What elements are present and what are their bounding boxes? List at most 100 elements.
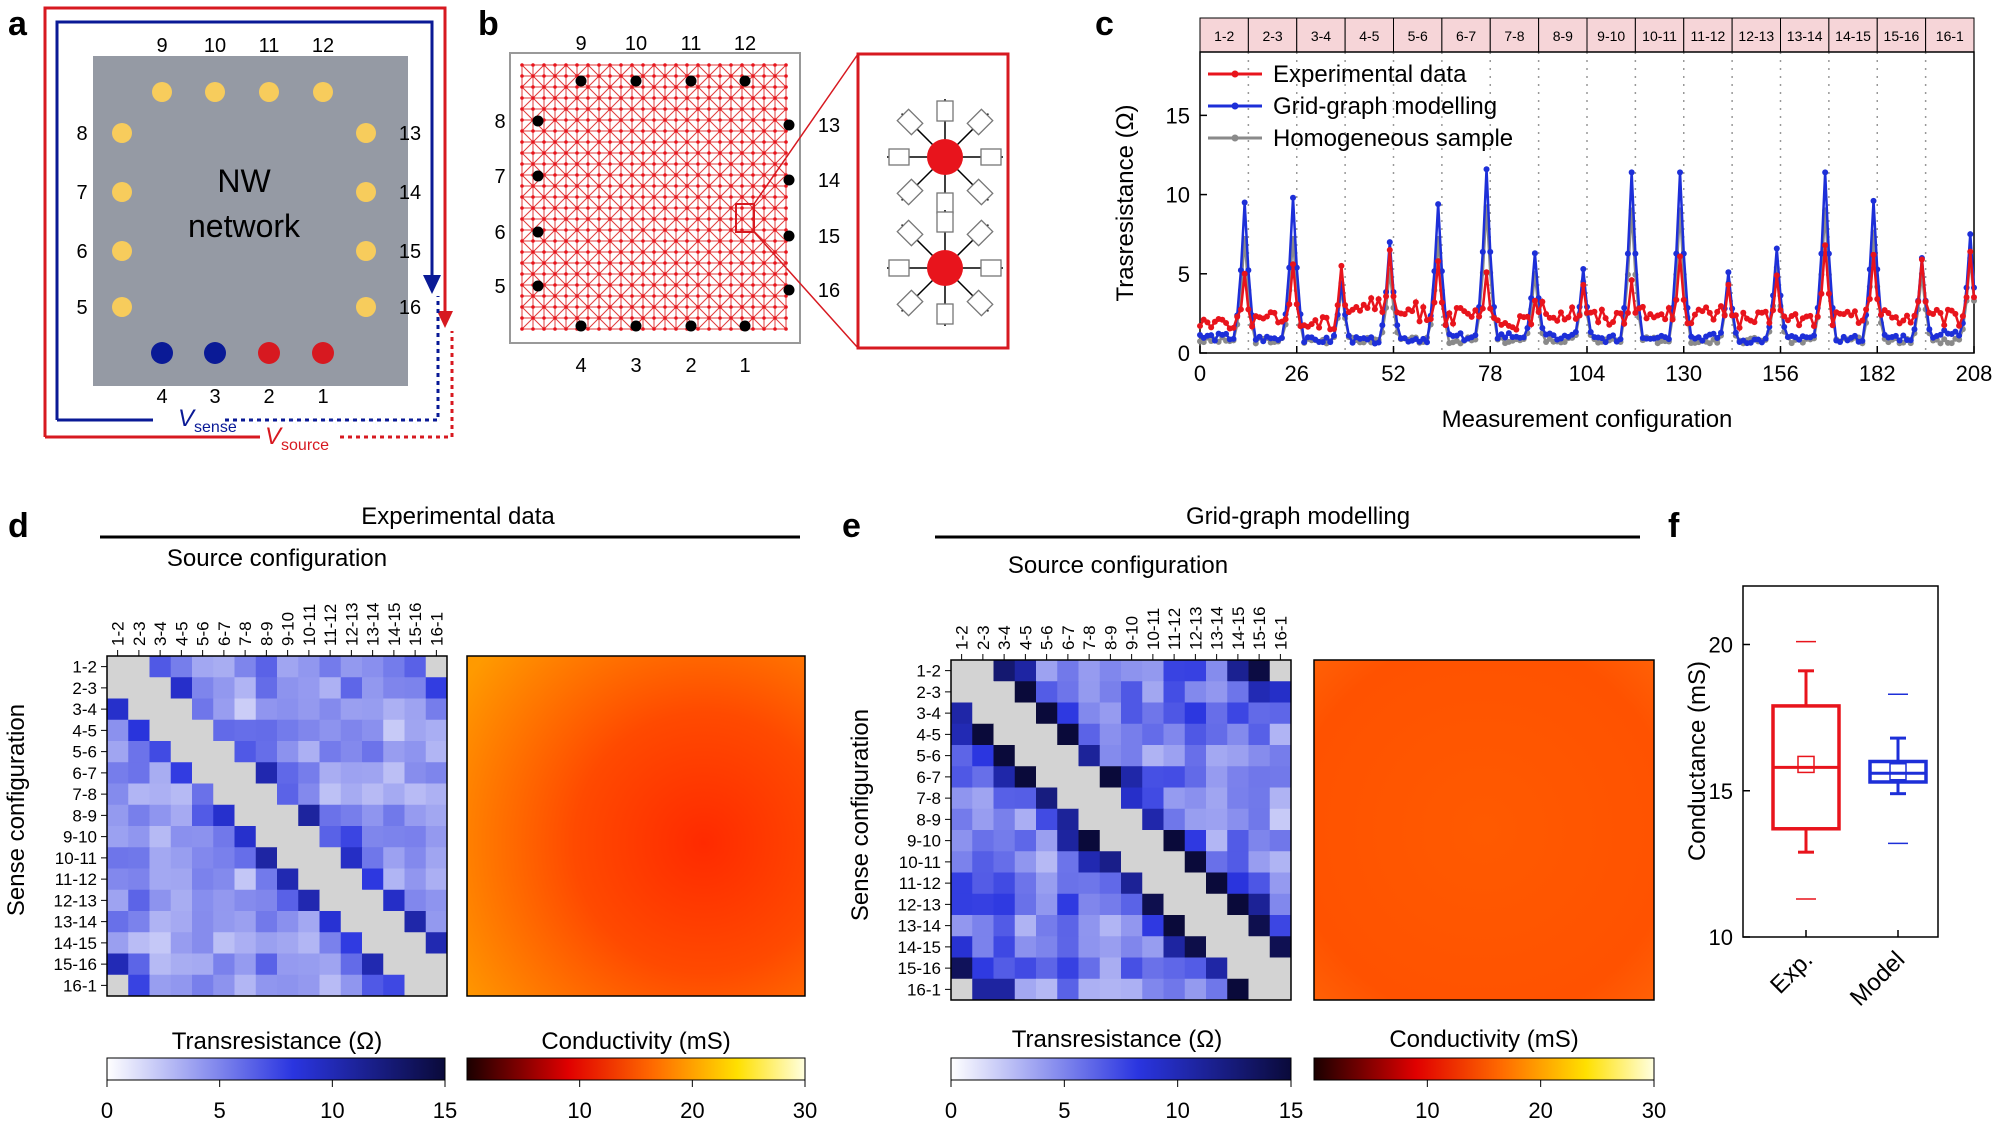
heatmap-cell xyxy=(107,847,129,869)
data-point xyxy=(1520,334,1527,341)
heatmap-cell xyxy=(951,830,973,852)
data-point xyxy=(1368,295,1375,302)
grid-node xyxy=(718,85,722,89)
data-point xyxy=(1617,310,1624,317)
transres-tick-label: 15 xyxy=(433,1098,457,1123)
grid-node xyxy=(751,316,755,320)
heatmap-cell xyxy=(319,656,342,678)
grid-node xyxy=(685,195,689,199)
heatmap-cell xyxy=(404,719,427,742)
heatmap-cell xyxy=(1184,872,1207,895)
grid-node xyxy=(641,195,645,199)
grid-node xyxy=(564,228,568,232)
grid-node xyxy=(608,283,612,287)
heatmap-cell xyxy=(951,766,973,788)
heatmap-cell xyxy=(1227,787,1249,810)
data-point xyxy=(1851,308,1858,315)
grid-node xyxy=(685,228,689,232)
heatmap-cell xyxy=(1206,936,1228,958)
grid-node xyxy=(718,217,722,221)
data-point xyxy=(1825,290,1832,297)
heatmap-cell xyxy=(149,762,172,784)
grid-electrode-label-10: 10 xyxy=(625,33,647,55)
heatmap-cell xyxy=(404,804,427,827)
data-point xyxy=(1286,301,1293,308)
data-point xyxy=(1907,337,1914,344)
heatmap-cell xyxy=(1269,851,1292,873)
grid-node xyxy=(674,272,678,276)
heatmap-cell xyxy=(277,719,299,742)
zoom-inset-content xyxy=(887,99,1003,326)
heatmap-cell xyxy=(1014,808,1037,831)
sense-label-11-12: 11-12 xyxy=(899,874,941,893)
heatmap-cell xyxy=(277,932,299,954)
data-point xyxy=(1725,281,1732,288)
grid-node xyxy=(773,250,777,254)
grid-node xyxy=(641,162,645,166)
grid-node xyxy=(663,63,667,67)
heatmap-cell xyxy=(319,741,342,763)
grid-node xyxy=(531,162,535,166)
data-point xyxy=(1717,329,1724,336)
heatmap-cell xyxy=(1184,681,1207,703)
data-point xyxy=(1241,270,1248,277)
data-point xyxy=(1278,334,1285,341)
heatmap-cell xyxy=(1163,936,1186,958)
grid-electrode-label-5: 5 xyxy=(494,276,505,298)
transresistance-chart: 1-2 2-3 3-4 4-5 5-6 6-7 7-8 8-9 9-10 10-11 11-12 12… xyxy=(1112,17,1992,433)
grid-node xyxy=(630,250,634,254)
grid-node xyxy=(729,316,733,320)
grid-node xyxy=(553,206,557,210)
heatmap-cell xyxy=(1014,681,1037,703)
data-point xyxy=(1472,332,1479,339)
grid-node xyxy=(641,294,645,298)
heatmap-cell xyxy=(1163,681,1186,703)
electrode-label-10: 10 xyxy=(204,35,226,57)
grid-node xyxy=(575,151,579,155)
v-sense-label: Vsense xyxy=(178,405,237,436)
grid-node xyxy=(729,118,733,122)
heatmap-cell xyxy=(951,787,973,810)
heatmap-cell xyxy=(1163,745,1186,767)
grid-electrode-9 xyxy=(575,75,587,87)
heatmap-cell xyxy=(362,741,384,763)
heatmap-cell xyxy=(993,660,1016,682)
heatmap-cell xyxy=(1057,978,1079,1001)
data-point xyxy=(1628,169,1635,176)
heatmap-cell xyxy=(1142,893,1164,916)
grid-electrode-label-8: 8 xyxy=(494,111,505,133)
grid-node xyxy=(696,239,700,243)
heatmap-cell xyxy=(128,783,150,806)
heatmap-cell xyxy=(107,826,129,848)
heatmap-cell xyxy=(192,974,214,997)
grid-node xyxy=(674,217,678,221)
data-point xyxy=(1870,251,1877,258)
heatmap-cell xyxy=(298,762,320,784)
data-point xyxy=(1814,313,1821,320)
grid-node xyxy=(652,173,656,177)
heatmap-cell xyxy=(362,868,384,891)
grid-node xyxy=(707,129,711,133)
grid-node xyxy=(586,74,590,78)
source-label-11-12: 11-12 xyxy=(321,604,340,646)
grid-node xyxy=(762,151,766,155)
heatmap-cell xyxy=(128,889,150,912)
resistor-icon xyxy=(966,219,994,247)
config-label-1-2: 1-2 xyxy=(1214,28,1234,44)
heatmap-cell xyxy=(404,677,427,699)
grid-node xyxy=(564,239,568,243)
grid-node xyxy=(608,129,612,133)
heatmap-cell xyxy=(1099,766,1122,788)
grid-node xyxy=(762,250,766,254)
heatmap-cell xyxy=(362,889,384,912)
grid-node xyxy=(597,129,601,133)
grid-node xyxy=(751,107,755,111)
heatmap-cell xyxy=(1163,872,1186,895)
y-tick-label: 0 xyxy=(1178,341,1190,366)
data-point xyxy=(1334,302,1341,309)
heatmap-cell xyxy=(1163,978,1186,1001)
grid-node xyxy=(773,228,777,232)
data-point xyxy=(1706,309,1713,316)
data-point xyxy=(1911,312,1918,319)
heatmap-cell xyxy=(234,762,257,784)
